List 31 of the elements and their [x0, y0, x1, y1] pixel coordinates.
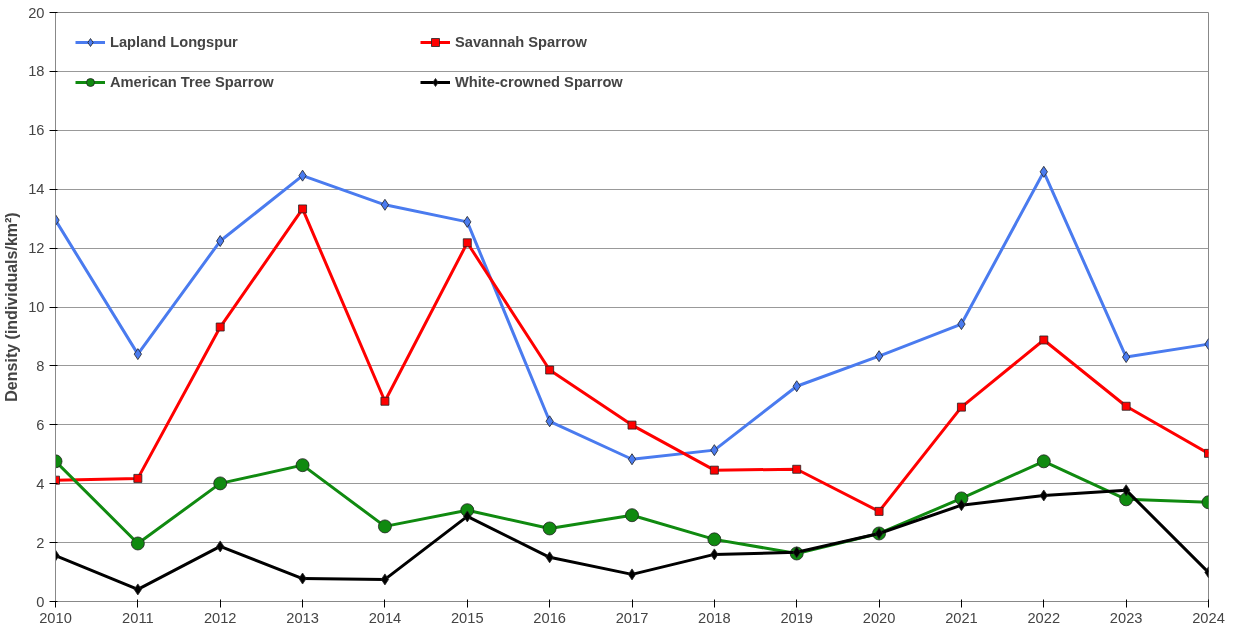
y-tick-label: 6 — [36, 416, 45, 433]
y-tick-label: 12 — [28, 240, 45, 257]
x-tick-label: 2014 — [368, 609, 402, 626]
y-tick-label: 2 — [36, 534, 45, 551]
legend-label: White-crowned Sparrow — [455, 74, 624, 90]
y-tick-label: 16 — [28, 122, 45, 139]
y-tick-label: 14 — [28, 181, 45, 198]
x-tick-label: 2022 — [1027, 609, 1061, 626]
x-tick-label: 2015 — [450, 609, 484, 626]
x-tick-label: 2023 — [1109, 609, 1143, 626]
legend-label: American Tree Sparrow — [110, 74, 275, 90]
y-tick-label: 18 — [28, 63, 45, 80]
x-tick-label: 2011 — [122, 609, 154, 626]
x-tick-label: 2016 — [533, 609, 566, 626]
legend-label: Savannah Sparrow — [455, 34, 588, 50]
legend-label: Lapland Longspur — [110, 34, 239, 50]
x-tick-label: 2024 — [1192, 609, 1225, 626]
y-tick-label: 20 — [28, 4, 45, 21]
x-tick-label: 2010 — [39, 609, 72, 626]
y-tick-label: 8 — [36, 357, 45, 374]
y-tick-label: 0 — [36, 593, 45, 610]
y-tick-label: 10 — [28, 299, 45, 315]
x-tick-label: 2021 — [945, 609, 978, 626]
x-tick-label: 2018 — [698, 609, 731, 626]
x-tick-label: 2020 — [862, 609, 896, 626]
x-tick-label: 2013 — [286, 609, 319, 626]
x-tick-label: 2012 — [203, 609, 237, 626]
y-tick-label: 4 — [36, 475, 45, 492]
x-tick-label: 2019 — [780, 609, 814, 626]
x-tick-label: 2017 — [615, 609, 649, 626]
y-axis-title: Density (individuals/km²) — [3, 212, 21, 402]
